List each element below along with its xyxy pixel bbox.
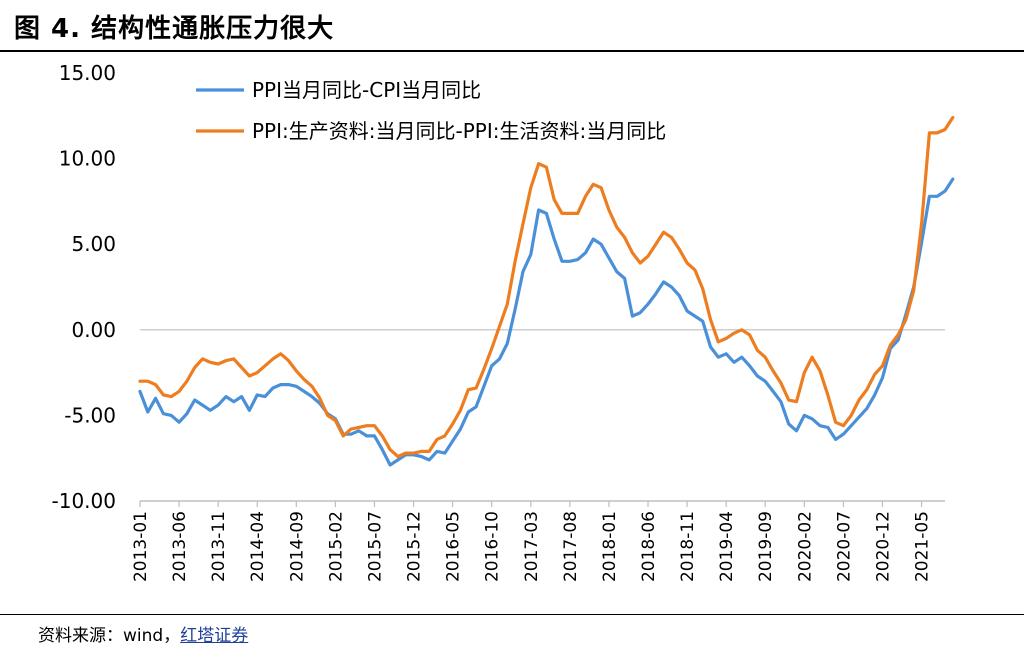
x-tick-label: 2020-02 xyxy=(795,511,815,582)
y-tick-label: 5.00 xyxy=(71,232,116,256)
series-layer xyxy=(138,115,955,467)
source-divider xyxy=(0,614,1024,615)
source-prefix: 资料来源：wind， xyxy=(38,626,181,646)
x-tick-label: 2021-05 xyxy=(913,511,933,582)
x-tick-label: 2017-08 xyxy=(561,511,581,582)
x-tick-label: 2014-04 xyxy=(248,511,268,582)
x-tick-label: 2020-07 xyxy=(834,511,854,582)
x-tick-label: 2015-02 xyxy=(326,511,346,582)
x-tick-label: 2019-04 xyxy=(717,511,737,582)
x-tick-label: 2017-03 xyxy=(522,511,542,582)
x-tick-label: 2018-06 xyxy=(639,511,659,582)
title-divider xyxy=(0,50,1024,52)
x-tick-label: 2015-12 xyxy=(405,511,425,582)
legend-label: PPI当月同比-CPI当月同比 xyxy=(252,78,481,102)
y-tick-label: 10.00 xyxy=(59,147,116,171)
x-tick-label: 2018-01 xyxy=(600,511,620,582)
x-tick-label: 2013-01 xyxy=(131,511,151,582)
legend-label: PPI:生产资料:当月同比-PPI:生活资料:当月同比 xyxy=(252,119,666,143)
y-tick-label: 0.00 xyxy=(71,318,116,342)
y-axis-ticks: 15.00 10.00 5.00 0.00 -5.00 -10.00 xyxy=(52,61,116,513)
x-axis: 2013-01 2013-06 2013-11 2014-04 2014-09 2015-… xyxy=(131,500,945,582)
legend: PPI当月同比-CPI当月同比 PPI:生产资料:当月同比-PPI:生活资料:当月… xyxy=(196,78,666,143)
x-tick-label: 2016-05 xyxy=(444,511,464,582)
y-tick-label: -10.00 xyxy=(52,489,116,513)
x-tick-label: 2016-10 xyxy=(483,511,503,582)
series-line-ppi-cpi xyxy=(138,177,955,467)
x-tick-label: 2015-07 xyxy=(365,511,385,582)
source-link[interactable]: 红塔证券 xyxy=(180,626,249,646)
x-tick-label: 2013-11 xyxy=(209,511,229,582)
y-tick-label: -5.00 xyxy=(64,403,116,427)
series-line-production-living xyxy=(138,115,955,459)
y-tick-label: 15.00 xyxy=(59,61,116,85)
x-tick-label: 2014-09 xyxy=(287,511,307,582)
x-tick-label: 2013-06 xyxy=(170,511,190,582)
x-tick-label: 2020-12 xyxy=(873,511,893,582)
x-tick-label: 2019-09 xyxy=(756,511,776,582)
figure-title: 图 4. 结构性通胀压力很大 xyxy=(14,14,335,44)
x-tick-label: 2018-11 xyxy=(678,511,698,582)
source-note: 资料来源：wind，红塔证券 xyxy=(38,621,248,646)
